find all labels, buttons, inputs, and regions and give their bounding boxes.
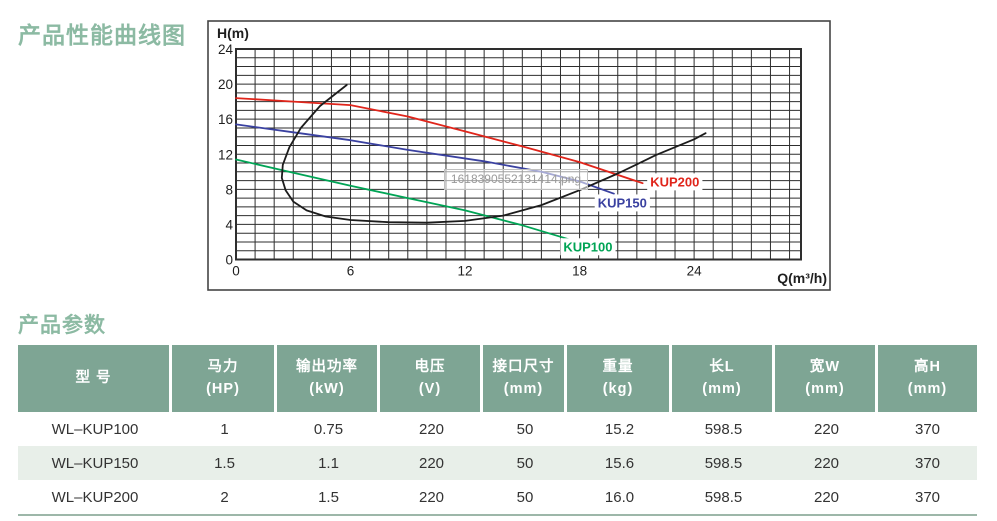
header-line2: (kW) bbox=[309, 380, 345, 397]
x-tick-label: 24 bbox=[687, 264, 703, 279]
table-cell: 1.1 bbox=[318, 454, 339, 472]
header-line2: (mm) bbox=[702, 380, 742, 397]
series-label-bg bbox=[560, 238, 616, 256]
header-line2: (V) bbox=[418, 380, 442, 397]
table-cell: 50 bbox=[516, 488, 534, 506]
curve-system-curve bbox=[280, 84, 707, 224]
header-line2: (HP) bbox=[206, 380, 240, 397]
header-line1: 高H bbox=[914, 359, 941, 376]
x-tick-label: 0 bbox=[232, 264, 240, 279]
table-cell: 0.75 bbox=[313, 420, 344, 438]
x-tick-label: 12 bbox=[458, 264, 473, 279]
axis-tick-labels: 0 6 12 18 24 0 4 8 12 16 20 24 bbox=[218, 42, 702, 279]
table-header-row: 型 号 马力 (HP) 输出功率 (kW) 电压 (V) 接口尺寸 (mm) 重量 (kg) 长L (m… bbox=[18, 345, 977, 412]
x-axis-label: Q(m³/h) bbox=[777, 270, 827, 286]
header-line1: 重量 bbox=[602, 359, 634, 376]
table-header-cell: 接口尺寸 (mm) bbox=[483, 345, 567, 412]
y-tick-label: 20 bbox=[218, 77, 233, 92]
table-row: WL–KUP100 1 0.75 220 50 15.2 598.5 220 370 bbox=[18, 412, 977, 446]
table-header-cell: 重量 (kg) bbox=[567, 345, 672, 412]
performance-chart: H(m) 0 6 12 18 24 0 4 8 12 16 20 24 KUP200 KUP150 KUP… bbox=[207, 20, 831, 291]
table-cell: WL–KUP150 bbox=[51, 454, 139, 472]
y-tick-label: 24 bbox=[218, 42, 234, 57]
params-section-title: 产品参数 bbox=[18, 314, 106, 337]
table-cell: 220 bbox=[418, 420, 445, 438]
table-cell: 220 bbox=[813, 420, 840, 438]
watermark-filename: 1618390552131414.png bbox=[444, 169, 588, 190]
y-axis-label: H(m) bbox=[217, 25, 249, 41]
y-tick-label: 4 bbox=[225, 217, 233, 232]
header-line2: (mm) bbox=[503, 380, 544, 397]
y-tick-label: 16 bbox=[218, 112, 233, 127]
table-cell: 370 bbox=[914, 488, 941, 506]
series-label-bg bbox=[594, 194, 650, 212]
series-label-bg bbox=[647, 173, 703, 191]
table-cell: 220 bbox=[418, 454, 445, 472]
table-cell: 1 bbox=[220, 420, 229, 438]
table-cell: 2 bbox=[220, 488, 229, 506]
table-cell: 15.6 bbox=[604, 454, 635, 472]
header-line1: 型 号 bbox=[75, 369, 112, 386]
table-cell: 370 bbox=[914, 420, 941, 438]
table-cell: 370 bbox=[914, 454, 941, 472]
chart-outer-border bbox=[207, 20, 831, 291]
table-header-cell: 长L (mm) bbox=[672, 345, 775, 412]
header-line1: 宽W bbox=[809, 359, 841, 376]
header-line2: (mm) bbox=[907, 380, 948, 397]
table-header-cell: 马力 (HP) bbox=[172, 345, 277, 412]
header-line1: 电压 bbox=[414, 359, 446, 376]
table-header-cell: 电压 (V) bbox=[380, 345, 483, 412]
table-cell: 598.5 bbox=[704, 454, 743, 472]
table-header-cell: 输出功率 (kW) bbox=[277, 345, 380, 412]
table-cell: 50 bbox=[516, 420, 534, 438]
plot-border bbox=[235, 48, 802, 261]
table-body: WL–KUP100 1 0.75 220 50 15.2 598.5 220 370 WL–KUP… bbox=[18, 412, 977, 516]
product-parameters-table: 型 号 马力 (HP) 输出功率 (kW) 电压 (V) 接口尺寸 (mm) 重量 (kg) 长L (m… bbox=[18, 345, 977, 516]
table-cell: 598.5 bbox=[704, 488, 743, 506]
table-cell: 220 bbox=[418, 488, 445, 506]
table-cell: 220 bbox=[813, 454, 840, 472]
y-tick-label: 0 bbox=[225, 253, 233, 268]
header-line1: 长L bbox=[709, 359, 735, 376]
table-row: WL–KUP200 2 1.5 220 50 16.0 598.5 220 370 bbox=[18, 480, 977, 516]
series-label-kup100: KUP100 bbox=[563, 239, 612, 254]
table-header-cell: 型 号 bbox=[18, 345, 172, 412]
table-header-cell: 高H (mm) bbox=[878, 345, 977, 412]
y-tick-label: 12 bbox=[218, 147, 233, 162]
table-cell: 1.5 bbox=[214, 454, 235, 472]
performance-section-title: 产品性能曲线图 bbox=[18, 22, 186, 48]
table-header-cell: 宽W (mm) bbox=[775, 345, 878, 412]
table-cell: 1.5 bbox=[318, 488, 339, 506]
table-cell: WL–KUP200 bbox=[51, 488, 139, 506]
curve-kup200 bbox=[235, 97, 644, 185]
series-label-kup150: KUP150 bbox=[598, 195, 647, 210]
table-row: WL–KUP150 1.5 1.1 220 50 15.6 598.5 220 370 bbox=[18, 446, 977, 480]
curve-kup100 bbox=[235, 158, 573, 242]
header-line1: 接口尺寸 bbox=[492, 359, 555, 376]
table-cell: 220 bbox=[813, 488, 840, 506]
x-tick-label: 6 bbox=[347, 264, 355, 279]
header-line1: 马力 bbox=[207, 359, 239, 376]
header-line2: (mm) bbox=[805, 380, 845, 397]
table-cell: WL–KUP100 bbox=[51, 420, 139, 438]
header-line2: (kg) bbox=[602, 380, 634, 397]
table-cell: 15.2 bbox=[604, 420, 635, 438]
series-label-kup200: KUP200 bbox=[650, 174, 699, 189]
y-tick-label: 8 bbox=[225, 182, 233, 197]
header-line1: 输出功率 bbox=[296, 359, 358, 376]
table-cell: 598.5 bbox=[704, 420, 743, 438]
table-cell: 16.0 bbox=[604, 488, 635, 506]
grid-lines bbox=[235, 48, 802, 261]
table-cell: 50 bbox=[516, 454, 534, 472]
x-tick-label: 18 bbox=[572, 264, 587, 279]
